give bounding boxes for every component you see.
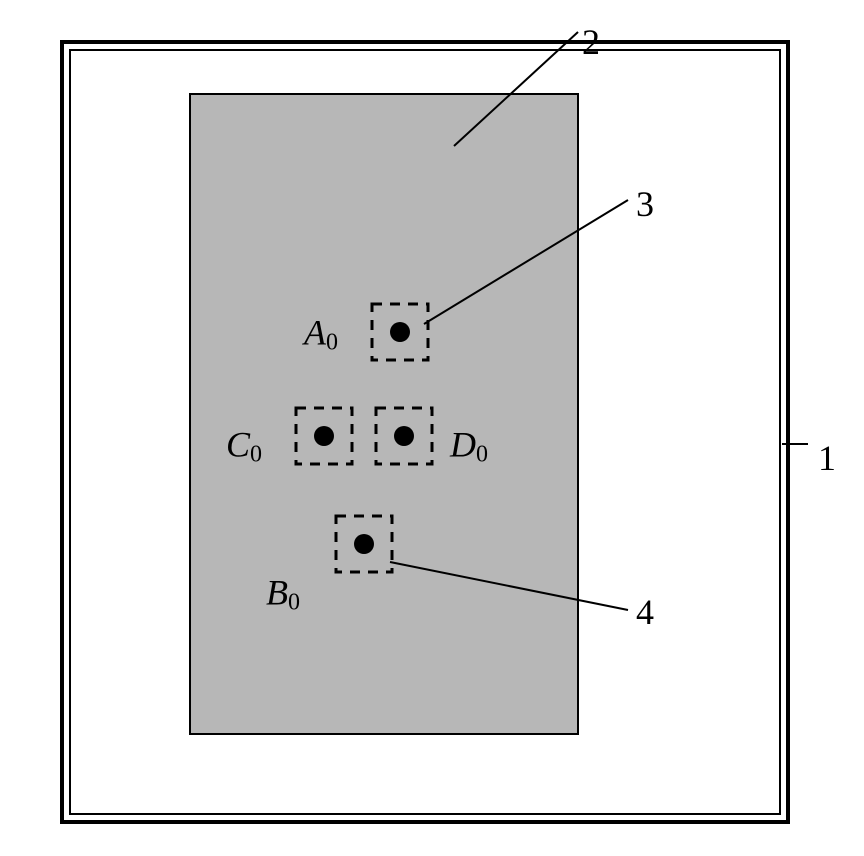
callout-number-4: 4 — [636, 592, 654, 632]
inner-panel — [190, 94, 578, 734]
callout-number-2: 2 — [582, 22, 600, 62]
marker-dot-B0 — [354, 534, 374, 554]
callout-number-1: 1 — [818, 438, 836, 478]
callout-number-3: 3 — [636, 184, 654, 224]
marker-dot-D0 — [394, 426, 414, 446]
marker-dot-A0 — [390, 322, 410, 342]
marker-dot-C0 — [314, 426, 334, 446]
